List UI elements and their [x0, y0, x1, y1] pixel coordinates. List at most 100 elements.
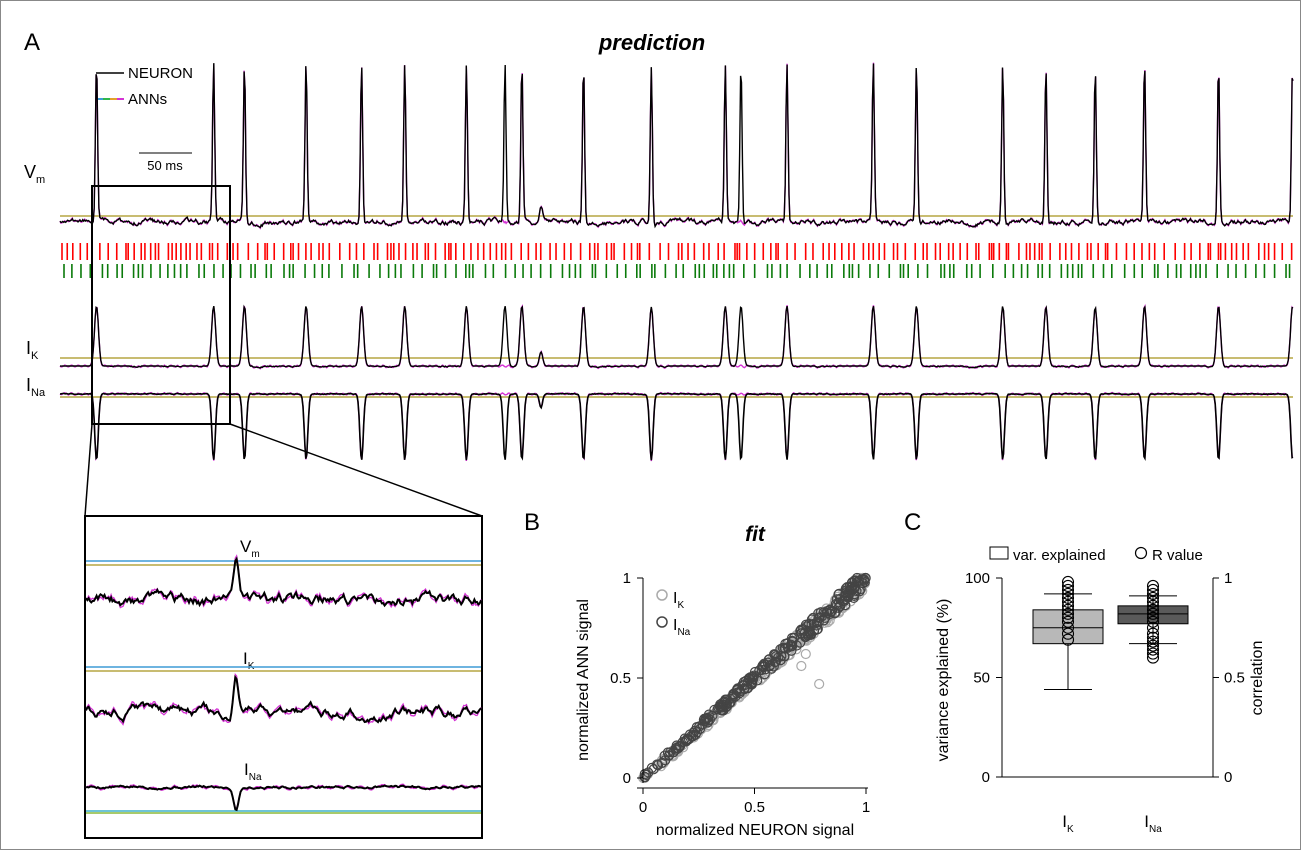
scatter-point — [691, 721, 702, 733]
scatter-point — [779, 642, 790, 653]
scatter-point — [697, 719, 708, 730]
legend-circle-label: R value — [1152, 547, 1203, 564]
legend-ik-label: IK — [673, 590, 684, 611]
r-value-point — [1061, 587, 1075, 600]
legend-box-label: var. explained — [1013, 547, 1106, 564]
r-value-point — [1146, 651, 1160, 664]
panel-b-label: B — [524, 509, 540, 536]
panel-c-right-label: correlation — [1249, 641, 1266, 716]
vm-neuron-trace — [59, 63, 1294, 229]
r-value-point — [1061, 599, 1075, 612]
inset-frame — [84, 515, 483, 839]
scatter-point — [646, 762, 658, 774]
r-value-point — [1146, 615, 1160, 628]
r-value-point — [1146, 647, 1160, 660]
panel-b-legend: IK INa — [656, 589, 691, 638]
inset-ina-neuron-trace — [85, 784, 482, 812]
r-value-point — [1146, 635, 1160, 648]
x-tick-label: 1 — [862, 799, 870, 816]
r-value-point — [1061, 611, 1075, 624]
panel-a: A prediction NEURON ANNs 50 ms Vm IK INa — [24, 29, 1294, 839]
r-value-point — [1061, 591, 1075, 604]
scatter-point — [756, 664, 767, 676]
inhibitory-input-raster — [63, 264, 1291, 278]
r-value-point — [1146, 587, 1160, 600]
r-value-point — [1061, 575, 1075, 589]
panel-c: C var. explained R value 0 0 50 0.5 100 1 var… — [904, 509, 1266, 835]
category-ina-label: INa — [1144, 812, 1162, 835]
zoom-connector-right — [229, 423, 483, 517]
y-tick-label: 0 — [623, 770, 631, 787]
scatter-point — [722, 696, 733, 707]
y-tick-label: 0.5 — [610, 670, 631, 687]
r-value-point — [1061, 633, 1075, 646]
panel-c-ticks: 0 0 50 0.5 100 1 — [965, 570, 1245, 786]
scatter-point — [656, 757, 668, 769]
inset-ik-neuron-trace — [85, 674, 482, 724]
zoom-region-box — [91, 185, 231, 425]
scatter-point — [670, 744, 682, 755]
r-value-point — [1146, 621, 1160, 634]
scatter-point — [691, 727, 703, 738]
r-value-point — [1146, 643, 1160, 656]
scatter-point — [639, 771, 651, 783]
panel-b: B fit 00 0.5 0.5 1 1 normalized NEURON signa… — [524, 509, 871, 839]
scatter-point — [800, 648, 811, 660]
panel-b-y-label: normalized ANN signal — [575, 599, 592, 761]
scatter-point — [746, 675, 757, 686]
ina-trace-label: INa — [26, 375, 46, 399]
r-value-point — [1146, 627, 1160, 640]
r-value-point — [1061, 615, 1075, 628]
panel-a-title: prediction — [598, 30, 705, 55]
right-tick-label: 0.5 — [1224, 670, 1245, 687]
scatter-point — [641, 769, 652, 781]
panel-b-x-label: normalized NEURON signal — [656, 822, 854, 839]
excitatory-input-raster — [61, 243, 1293, 260]
panel-c-legend: var. explained R value — [989, 546, 1203, 564]
panel-a-label: A — [24, 29, 40, 56]
category-ik-label: IK — [1062, 812, 1074, 835]
scatter-point — [796, 660, 807, 672]
scatter-point — [680, 736, 692, 747]
scatter-point — [659, 750, 670, 761]
scatter-point — [651, 759, 663, 770]
right-tick-label: 0 — [1224, 769, 1232, 786]
vm-trace-label: Vm — [24, 162, 45, 186]
scatter-point — [814, 678, 825, 690]
ik-neuron-trace — [59, 304, 1294, 369]
scatter-point — [769, 649, 780, 660]
scatter-point — [813, 616, 824, 628]
y-tick-label: 1 — [623, 570, 631, 587]
panel-b-ticks: 00 0.5 0.5 1 1 — [610, 570, 870, 816]
r-value-point — [1146, 583, 1160, 596]
scatter-point — [830, 598, 842, 610]
scatter-point — [856, 574, 867, 585]
left-tick-label: 100 — [965, 570, 990, 587]
scatter-point — [732, 684, 743, 695]
scatter-point — [700, 713, 712, 724]
r-value-point — [1146, 591, 1160, 604]
scatter-points — [638, 572, 871, 784]
r-value-point — [1061, 627, 1075, 640]
r-value-point — [1146, 595, 1160, 608]
scatter-point — [738, 683, 750, 694]
ina-neuron-trace — [60, 392, 1294, 461]
panel-c-boxes — [1032, 575, 1189, 690]
scatter-point — [795, 637, 806, 648]
panel-c-left-label: variance explained (%) — [935, 599, 952, 762]
scatter-point — [842, 591, 854, 602]
x-tick-label: 0.5 — [744, 799, 765, 816]
r-value-point — [1146, 611, 1160, 624]
legend-box-marker — [989, 546, 1009, 560]
r-value-point — [1061, 607, 1075, 620]
r-value-point — [1061, 583, 1075, 596]
left-tick-label: 0 — [982, 769, 990, 786]
r-value-point — [1146, 603, 1160, 616]
left-tick-label: 50 — [973, 670, 990, 687]
scatter-point — [854, 575, 865, 586]
panel-b-title: fit — [745, 523, 766, 546]
legend-ina-label: INa — [673, 617, 691, 638]
scatter-point — [775, 654, 786, 666]
r-value-point — [1061, 621, 1075, 634]
r-value-point — [1146, 631, 1160, 644]
